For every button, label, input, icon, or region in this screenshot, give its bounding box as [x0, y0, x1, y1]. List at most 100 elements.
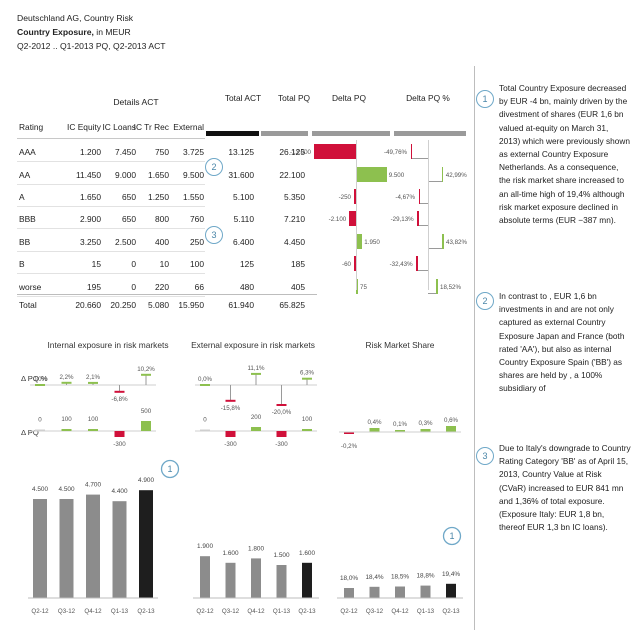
bottom-charts: Δ PQ % Δ PQ Internal exposure in risk mark… [21, 340, 463, 615]
chart-1-category-4: Q2-13 [137, 608, 155, 615]
col-header-ic-loans: IC Loans [102, 122, 136, 132]
row-aa-pct-stem [428, 181, 442, 182]
row-aa-delta-pq-bar [356, 167, 387, 182]
chart-2-delta-bar-3 [276, 431, 287, 437]
chart-1-delta-label-3: -300 [113, 441, 126, 448]
row-bb-rating: BB [19, 237, 31, 247]
row-aa-pct-head [441, 167, 444, 182]
delta-pq-pct-header-bar [394, 131, 466, 136]
table-badge-3: 3 [205, 226, 223, 244]
chart-3-category-3: Q1-13 [417, 608, 435, 615]
row-bb-total-pq: 4.450 [284, 237, 305, 247]
row-bb-total-act: 6.400 [233, 237, 254, 247]
row-b-pct-stem [417, 270, 428, 271]
row-aa-ic-loans: 9.000 [115, 170, 136, 180]
chart-2-delta-label-1: -300 [224, 441, 237, 448]
row-a-ic-equity: 1.650 [80, 192, 101, 202]
chart-1-pct-label-1: 2,2% [59, 374, 74, 381]
chart-3-bar-3 [420, 585, 431, 598]
chart-1-pct-head-0 [35, 384, 45, 386]
row-bb-ic-equity: 3.250 [80, 237, 101, 247]
chart-2-value-label-3: 1.500 [274, 552, 290, 559]
chart-1-bar-1 [59, 499, 74, 598]
chart-1-category-0: Q2-12 [31, 608, 49, 615]
chart-2-pct-label-3: -20,0% [272, 409, 292, 416]
chart-2-pct-label-4: 6,3% [300, 370, 315, 377]
row-worse-rating: worse [19, 282, 42, 292]
chart-3-value-label-3: 18,8% [416, 573, 434, 580]
row-aa-total-act: 31.600 [228, 170, 254, 180]
row-bbb-ic-equity: 2.900 [80, 214, 101, 224]
chart-1-pct-head-2 [88, 381, 98, 384]
chart-2-pct-head-3 [276, 404, 287, 406]
chart-3-category-0: Q2-12 [340, 608, 358, 615]
chart-3-delta-label-1: 0,4% [367, 419, 382, 426]
row-aa-ic-equity: 11.450 [76, 170, 101, 180]
chart-3-category-4: Q2-13 [442, 608, 460, 615]
chart-1-value-label-0: 4.500 [32, 486, 48, 493]
row-a-ic-loans: 650 [122, 192, 136, 202]
row-label-delta-pq: Δ PQ [21, 428, 39, 437]
chart-3-value-label-4: 19,4% [442, 571, 460, 578]
row-aaa-pct-stem [412, 158, 428, 159]
chart-3-delta-bar-1 [369, 428, 380, 432]
row-a-rating: A [19, 192, 25, 202]
chart-3-delta-bar-4 [446, 426, 456, 432]
chart-2-delta-label-4: 100 [302, 416, 313, 423]
total-act-header-bar [206, 131, 259, 136]
chart-3-title: Risk Market Share [366, 340, 435, 350]
row-a-pct-head [418, 189, 420, 204]
col-header-delta-pq: Delta PQ [332, 93, 366, 103]
row-bb-ic-loans: 2.500 [115, 237, 136, 247]
row-a-total-pq: 5.350 [284, 192, 305, 202]
chart-2-pct-label-2: 11,1% [247, 365, 265, 372]
row-bbb-rating: BBB [19, 214, 36, 224]
row-b-external: 100 [190, 259, 204, 269]
chart-2-delta-bar-0 [200, 429, 210, 431]
note-1-text: Total Country Exposure decreased by EUR … [499, 83, 630, 226]
row-bbb-delta-pq-label: -2.100 [328, 216, 347, 223]
row-worse-delta-pq-pct-label: 18,52% [440, 284, 461, 291]
row-aa-total-pq: 22.100 [279, 170, 305, 180]
chart-1-delta-bar-3 [114, 431, 125, 437]
row-bb-external: 250 [190, 237, 204, 247]
row-a-total-act: 5.100 [233, 192, 254, 202]
row-aaa-rating: AAA [19, 147, 36, 157]
chart-2-delta-bar-1 [225, 431, 236, 437]
total-pq-header-bar [261, 131, 308, 136]
row-worse-total-act: 480 [240, 282, 254, 292]
row-total-ic-loans: 20.250 [110, 300, 136, 310]
row-bb-delta-pq-pct-label: 43,82% [446, 239, 468, 246]
chart-2-category-0: Q2-12 [196, 608, 214, 615]
chart-1-delta-bar-4 [141, 421, 151, 431]
chart-1-delta-label-2: 100 [88, 416, 99, 423]
row-bb-delta-pq-label: 1.950 [364, 239, 380, 246]
chart-2-delta-label-3: -300 [275, 441, 288, 448]
row-bbb-external: 760 [190, 214, 204, 224]
chart-1-delta-label-0: 0 [38, 417, 42, 424]
row-a-divider [17, 206, 205, 207]
row-bb-ic-tr-rec: 400 [155, 237, 169, 247]
row-a-delta-pq-label: -250 [338, 194, 351, 201]
chart-1-delta-label-4: 500 [141, 408, 152, 415]
row-aaa-ic-loans: 7.450 [115, 147, 136, 157]
col-header-rating: Rating [19, 122, 44, 132]
report-period: Q2-2012 .. Q1-2013 PQ, Q2-2013 ACT [17, 41, 166, 51]
chart-3-delta-label-0: -0,2% [341, 443, 358, 450]
row-worse-total-pq: 405 [291, 282, 305, 292]
chart-1-badge-circle [160, 459, 180, 479]
row-bbb-delta-pq-bar [349, 211, 356, 226]
chart-1-value-label-4: 4.900 [138, 477, 154, 484]
chart-2-value-label-0: 1.900 [197, 543, 213, 550]
chart-2-pct-label-1: -15,8% [221, 405, 241, 412]
report-title: Deutschland AG, Country Risk [17, 13, 134, 23]
chart-1-badge-label: 1 [167, 464, 172, 474]
header-underline [17, 138, 205, 139]
row-aaa-external: 3.725 [183, 147, 204, 157]
country-exposure-table: Details ACT Rating IC Equity IC Loans IC Tr … [0, 0, 470, 330]
chart-1-bar-0 [33, 499, 47, 598]
row-bb-delta-pq-bar [356, 234, 363, 249]
col-header-ic-equity: IC Equity [67, 122, 101, 132]
row-aa-divider [17, 184, 205, 185]
chart-1-value-label-1: 4.500 [59, 486, 75, 493]
